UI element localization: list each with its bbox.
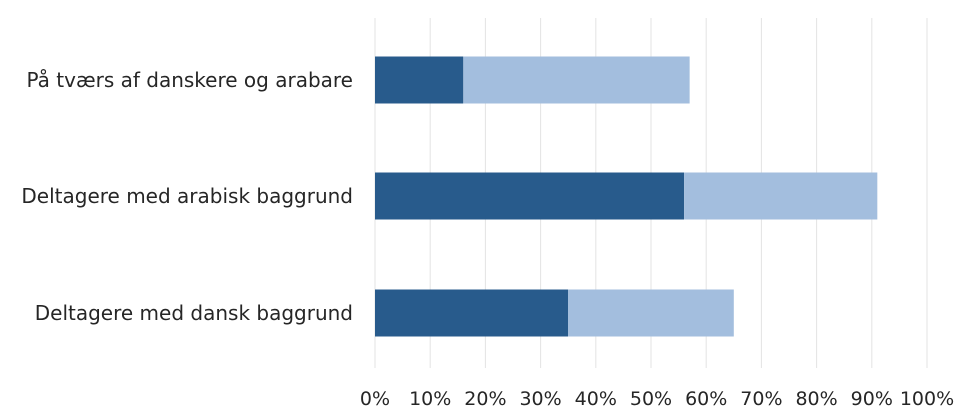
bar-segment [684,172,878,220]
x-tick-label: 50% [630,388,672,410]
x-tick-label: 40% [575,388,617,410]
x-tick-label: 30% [519,388,561,410]
x-axis-tick-labels: 0% 10% 20% 30% 40% 50% 60% 70% 80% 90% 100% [360,388,954,410]
x-tick-label: 0% [360,388,390,410]
x-tick-label: 10% [409,388,451,410]
x-tick-label: 70% [740,388,782,410]
x-tick-label: 20% [464,388,506,410]
x-tick-label: 100% [900,388,954,410]
category-label: På tværs af danskere og arabare [27,68,353,92]
x-tick-label: 90% [851,388,893,410]
category-label: Deltagere med dansk baggrund [35,301,353,325]
category-labels: På tværs af danskere og arabare Deltagere… [21,68,353,325]
x-tick-label: 80% [795,388,837,410]
category-label: Deltagere med arabisk baggrund [21,184,353,208]
bar-segment [375,172,685,220]
bar-segment [568,289,734,337]
bar-segment [375,289,569,337]
bar-segment [463,56,690,104]
x-tick-label: 60% [685,388,727,410]
bar-segment [375,56,464,104]
bars [375,56,878,337]
